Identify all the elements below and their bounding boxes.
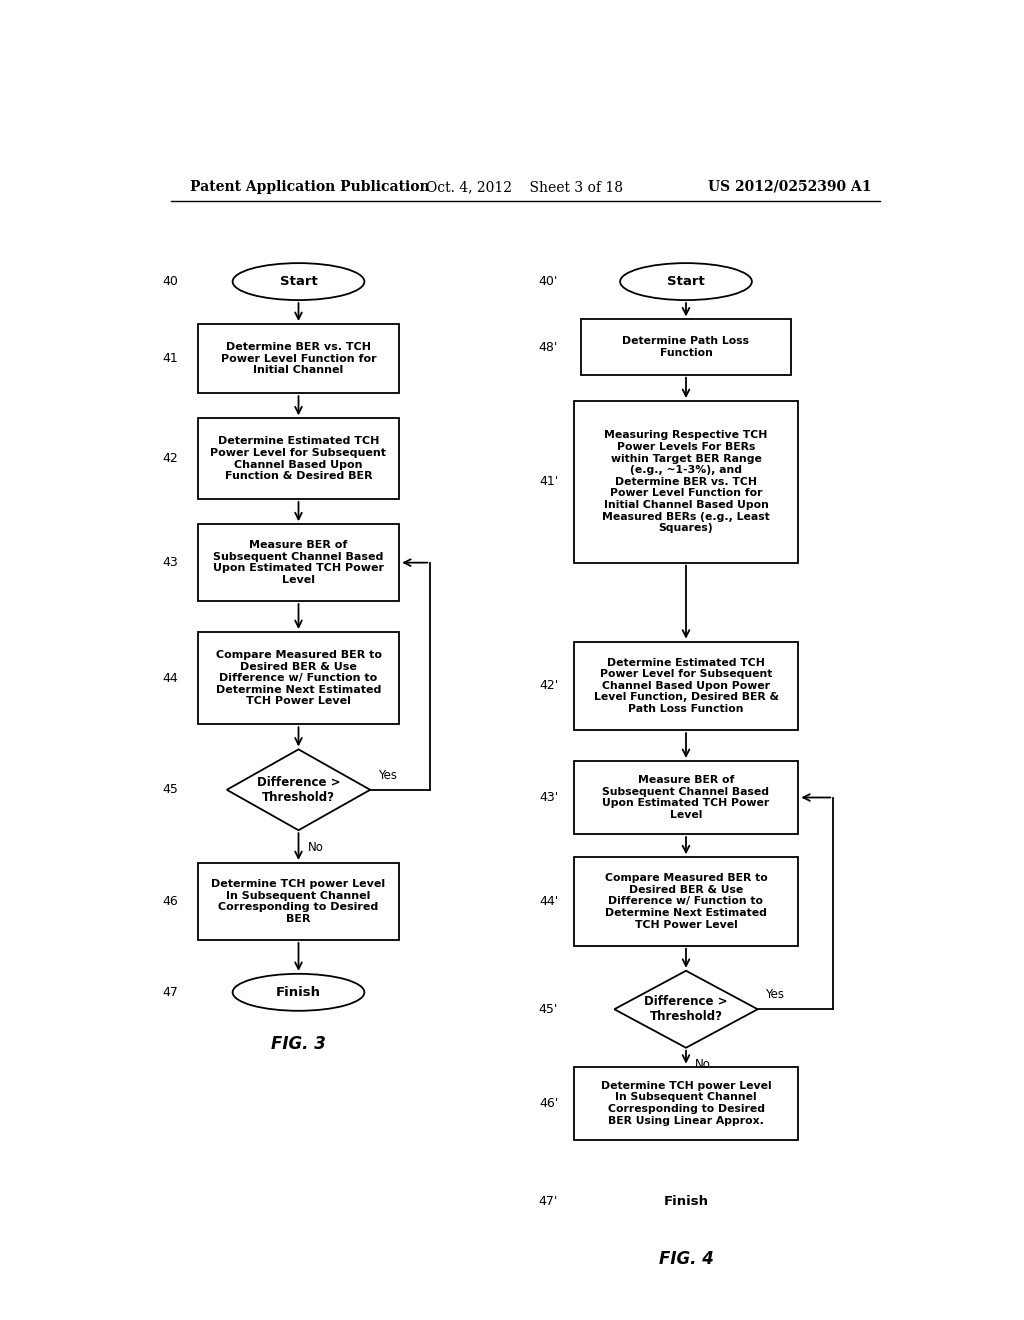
Text: Determine Path Loss
Function: Determine Path Loss Function [623, 337, 750, 358]
Bar [198, 418, 399, 499]
Text: FIG. 3: FIG. 3 [271, 1035, 326, 1053]
Bar [573, 857, 799, 945]
Text: 41: 41 [163, 352, 178, 366]
Text: Determine BER vs. TCH
Power Level Function for
Initial Channel: Determine BER vs. TCH Power Level Functi… [221, 342, 376, 375]
Text: Determine Estimated TCH
Power Level for Subsequent
Channel Based Upon Power
Leve: Determine Estimated TCH Power Level for … [594, 657, 778, 714]
Bar [198, 863, 399, 940]
Text: Measuring Respective TCH
Power Levels For BERs
within Target BER Range
(e.g., ~1: Measuring Respective TCH Power Levels Fo… [602, 430, 770, 533]
Text: Measure BER of
Subsequent Channel Based
Upon Estimated TCH Power
Level: Measure BER of Subsequent Channel Based … [213, 540, 384, 585]
Text: No: No [308, 841, 324, 854]
Text: 47': 47' [539, 1195, 558, 1208]
Text: 46: 46 [163, 895, 178, 908]
Text: 41': 41' [539, 475, 558, 488]
Text: 46': 46' [539, 1097, 558, 1110]
Text: Difference >
Threshold?: Difference > Threshold? [257, 776, 340, 804]
Text: Start: Start [280, 275, 317, 288]
Text: No: No [695, 1059, 712, 1072]
Text: US 2012/0252390 A1: US 2012/0252390 A1 [709, 180, 872, 194]
Text: 43': 43' [539, 791, 558, 804]
Text: 43: 43 [163, 556, 178, 569]
Bar [198, 632, 399, 725]
Ellipse shape [232, 263, 365, 300]
Polygon shape [614, 970, 758, 1048]
Ellipse shape [621, 1183, 752, 1220]
Text: 45: 45 [163, 783, 178, 796]
Ellipse shape [621, 263, 752, 300]
Text: 48': 48' [539, 341, 558, 354]
Text: 47: 47 [163, 986, 178, 999]
Text: 42: 42 [163, 453, 178, 465]
Text: Determine TCH power Level
In Subsequent Channel
Corresponding to Desired
BER Usi: Determine TCH power Level In Subsequent … [601, 1081, 771, 1126]
Text: Yes: Yes [765, 989, 784, 1002]
Bar [573, 642, 799, 730]
Text: Start: Start [667, 275, 705, 288]
Text: 42': 42' [539, 680, 558, 693]
Ellipse shape [232, 974, 365, 1011]
Bar [582, 319, 791, 375]
Text: Difference >
Threshold?: Difference > Threshold? [644, 995, 728, 1023]
Text: Compare Measured BER to
Desired BER & Use
Difference w/ Function to
Determine Ne: Compare Measured BER to Desired BER & Us… [604, 874, 767, 929]
Text: Compare Measured BER to
Desired BER & Use
Difference w/ Function to
Determine Ne: Compare Measured BER to Desired BER & Us… [215, 649, 382, 706]
Text: Finish: Finish [276, 986, 321, 999]
Text: 40': 40' [539, 275, 558, 288]
Bar [573, 401, 799, 562]
Text: 44': 44' [539, 895, 558, 908]
Text: Patent Application Publication: Patent Application Publication [190, 180, 430, 194]
Text: Oct. 4, 2012    Sheet 3 of 18: Oct. 4, 2012 Sheet 3 of 18 [426, 180, 624, 194]
Bar [198, 323, 399, 393]
Text: FIG. 4: FIG. 4 [658, 1250, 714, 1269]
Text: 40: 40 [163, 275, 178, 288]
Bar [573, 760, 799, 834]
Bar [198, 524, 399, 601]
Text: Measure BER of
Subsequent Channel Based
Upon Estimated TCH Power
Level: Measure BER of Subsequent Channel Based … [602, 775, 770, 820]
Text: Determine TCH power Level
In Subsequent Channel
Corresponding to Desired
BER: Determine TCH power Level In Subsequent … [211, 879, 386, 924]
Text: Finish: Finish [664, 1195, 709, 1208]
Text: Determine Estimated TCH
Power Level for Subsequent
Channel Based Upon
Function &: Determine Estimated TCH Power Level for … [211, 437, 386, 480]
Bar [573, 1067, 799, 1139]
Text: 44: 44 [163, 672, 178, 685]
Text: 45': 45' [539, 1003, 558, 1016]
Polygon shape [226, 750, 371, 830]
Text: Yes: Yes [378, 770, 397, 781]
